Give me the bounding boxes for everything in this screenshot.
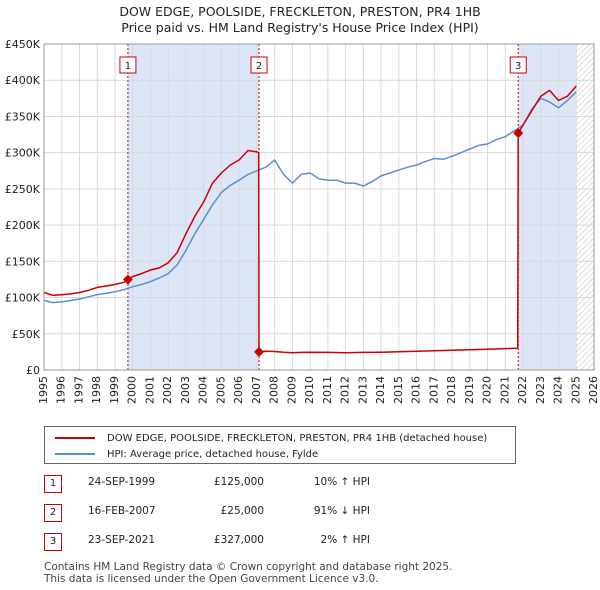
- x-tick-label: 2002: [161, 376, 174, 404]
- chart-title-line-1: DOW EDGE, POOLSIDE, FRECKLETON, PRESTON,…: [119, 4, 481, 19]
- x-tick-label: 2019: [463, 376, 476, 404]
- sale-number-badge: 3: [44, 533, 62, 551]
- x-tick-label: 1995: [37, 376, 50, 404]
- legend-swatch-hpi: [55, 453, 95, 455]
- sale-number-badge: 1: [44, 475, 62, 493]
- sale-date: 23-SEP-2021: [88, 534, 156, 546]
- x-tick-label: 2001: [143, 376, 156, 404]
- y-tick-label: £450K: [5, 38, 41, 51]
- future-hatch: [576, 44, 594, 370]
- x-tick-label: 2015: [392, 376, 405, 404]
- y-tick-label: £150K: [5, 255, 41, 268]
- sale-row: 3 23-SEP-2021 £327,000 2% ↑ HPI: [44, 530, 464, 559]
- y-tick-label: £0: [26, 364, 40, 377]
- y-tick-label: £50K: [12, 328, 41, 341]
- sale-hpi-comparison: 10% ↑ HPI: [313, 476, 370, 488]
- sales-table: 1 24-SEP-1999 £125,000 10% ↑ HPI 2 16-FE…: [44, 472, 464, 559]
- x-tick-label: 2024: [552, 376, 565, 404]
- legend-item-property: DOW EDGE, POOLSIDE, FRECKLETON, PRESTON,…: [55, 431, 487, 445]
- x-tick-label: 2014: [374, 376, 387, 404]
- x-tick-label: 2004: [197, 376, 210, 404]
- x-tick-label: 1998: [90, 376, 103, 404]
- sale-row: 2 16-FEB-2007 £25,000 91% ↓ HPI: [44, 501, 464, 530]
- sale-price: £25,000: [220, 505, 264, 517]
- property-price-line: [44, 85, 577, 354]
- sale-point: [513, 128, 524, 139]
- sale-date: 16-FEB-2007: [88, 505, 156, 517]
- y-tick-label: £200K: [5, 219, 41, 232]
- x-tick-label: 2023: [534, 376, 547, 404]
- x-tick-label: 2017: [427, 376, 440, 404]
- x-tick-label: 2006: [232, 376, 245, 404]
- legend: DOW EDGE, POOLSIDE, FRECKLETON, PRESTON,…: [44, 426, 516, 464]
- hpi-line: [44, 91, 577, 304]
- sale-marker-box: [250, 56, 268, 74]
- x-tick-label: 2020: [481, 376, 494, 404]
- sale-date: 24-SEP-1999: [88, 476, 156, 488]
- sale-marker-label: 2: [256, 61, 262, 72]
- x-tick-label: 2009: [285, 376, 298, 404]
- sale-marker-box: [509, 56, 527, 74]
- price-chart: 1 2 3 £0 £50K £100K £150K £200K £250K £300K £350K…: [5, 38, 600, 404]
- plot-border: [43, 43, 595, 371]
- legend-label-property: DOW EDGE, POOLSIDE, FRECKLETON, PRESTON,…: [107, 432, 488, 444]
- x-tick-label: 2008: [268, 376, 281, 404]
- sale-marker-label: 3: [515, 61, 521, 72]
- legend-item-hpi: HPI: Average price, detached house, Fyld…: [55, 447, 318, 461]
- shaded-period: [127, 44, 260, 370]
- x-tick-label: 2022: [516, 376, 529, 404]
- sale-marker-label: 1: [125, 61, 131, 72]
- legend-swatch-property: [55, 437, 95, 439]
- legend-label-hpi: HPI: Average price, detached house, Fyld…: [107, 448, 319, 460]
- x-tick-label: 2021: [498, 376, 511, 404]
- x-tick-label: 2000: [126, 376, 139, 404]
- x-tick-label: 1996: [55, 376, 68, 404]
- sale-hpi-comparison: 91% ↓ HPI: [313, 505, 370, 517]
- x-tick-label: 2025: [569, 376, 582, 404]
- x-tick-label: 2005: [214, 376, 227, 404]
- chart-title-line-2: Price paid vs. HM Land Registry's House …: [121, 20, 479, 35]
- sale-price: £327,000: [213, 534, 264, 546]
- x-tick-label: 2007: [250, 376, 263, 404]
- x-tick-label: 1997: [72, 376, 85, 404]
- sale-hpi-comparison: 2% ↑ HPI: [320, 534, 370, 546]
- sale-point: [254, 346, 265, 357]
- y-tick-label: £350K: [5, 110, 41, 123]
- footer: Contains HM Land Registry data © Crown c…: [44, 561, 452, 585]
- footer-licence: This data is licensed under the Open Gov…: [44, 573, 379, 585]
- sale-point: [122, 274, 133, 285]
- x-tick-label: 1999: [108, 376, 121, 404]
- y-tick-label: £300K: [5, 147, 41, 160]
- x-tick-label: 2003: [179, 376, 192, 404]
- y-tick-label: £400K: [5, 74, 41, 87]
- x-tick-label: 2016: [410, 376, 423, 404]
- y-tick-label: £100K: [5, 292, 41, 305]
- sale-price: £125,000: [213, 476, 264, 488]
- sale-row: 1 24-SEP-1999 £125,000 10% ↑ HPI: [44, 472, 464, 501]
- x-tick-label: 2026: [587, 376, 600, 404]
- sale-marker-box: [119, 56, 137, 74]
- sale-number-badge: 2: [44, 504, 62, 522]
- y-tick-label: £250K: [5, 183, 41, 196]
- x-tick-label: 2018: [445, 376, 458, 404]
- x-tick-label: 2010: [303, 376, 316, 404]
- shaded-period: [518, 44, 577, 370]
- x-tick-label: 2011: [321, 376, 334, 404]
- footer-copyright: Contains HM Land Registry data © Crown c…: [44, 561, 453, 573]
- x-tick-label: 2013: [356, 376, 369, 404]
- x-tick-label: 2012: [339, 376, 352, 404]
- plot-background: [44, 44, 594, 370]
